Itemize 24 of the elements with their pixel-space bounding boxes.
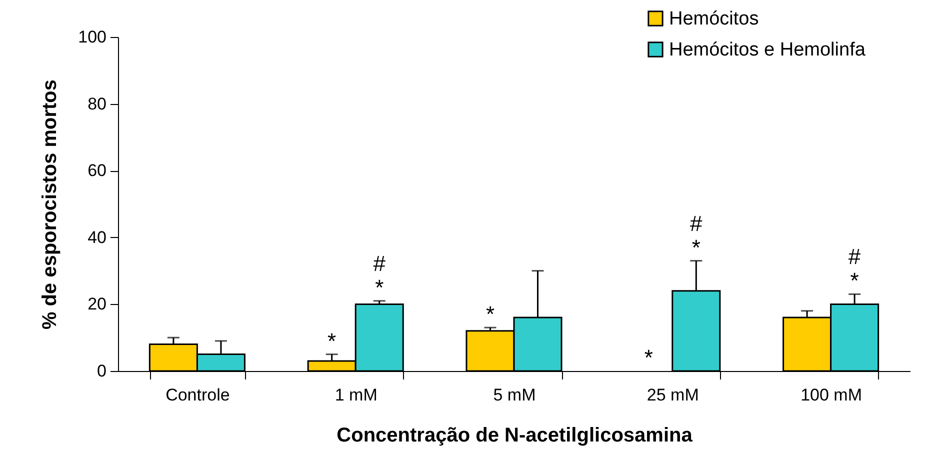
y-axis-title: % de esporocistos mortos — [39, 79, 62, 330]
annotation: * — [328, 328, 337, 354]
annotation: * — [692, 234, 701, 260]
x-tick-label: 100 mM — [800, 386, 862, 404]
y-tick-label: 100 — [78, 28, 106, 46]
annotation: * — [375, 274, 384, 300]
legend-label: Hemócitos — [669, 8, 759, 30]
annotation: # — [848, 244, 862, 270]
y-tick-label: 0 — [97, 362, 106, 380]
y-tick-label: 40 — [88, 228, 106, 247]
x-tick-label: Controle — [166, 386, 230, 404]
annotation: * — [644, 345, 654, 370]
y-tick-label: 60 — [88, 161, 106, 180]
y-tick-label: 80 — [88, 94, 106, 114]
y-tick-label: 20 — [88, 294, 106, 314]
annotation: * — [486, 302, 495, 327]
x-tick-label: 1 mM — [334, 386, 378, 404]
x-axis-title: Concentração de N-acetilglicosamina — [336, 424, 694, 446]
x-tick-label: 5 mM — [493, 386, 536, 404]
annotation: # — [690, 210, 704, 236]
annotation: * — [850, 268, 860, 294]
legend-label: Hemócitos e Hemolinfa — [669, 40, 866, 60]
annotation: # — [373, 250, 386, 276]
x-tick-label: 25 mM — [646, 386, 699, 404]
